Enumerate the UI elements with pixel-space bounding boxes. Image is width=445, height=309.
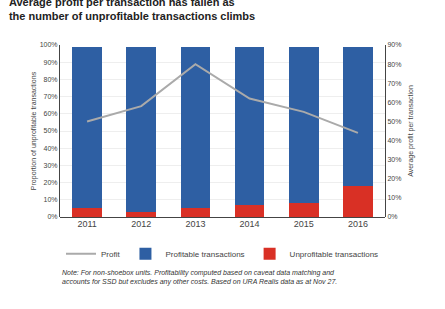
svg-text:Unprofitable transactions: Unprofitable transactions [290,250,379,259]
svg-text:100%: 100% [40,41,58,48]
svg-text:60%: 60% [44,110,58,117]
svg-text:2012: 2012 [131,219,151,229]
svg-text:2016: 2016 [348,219,368,229]
svg-text:2013: 2013 [185,219,205,229]
svg-text:Profit: Profit [101,250,120,259]
svg-text:Profitable transactions: Profitable transactions [165,250,244,259]
svg-text:Proportion of unprofitable tra: Proportion of unprofitable transactions [30,71,38,190]
svg-text:80%: 80% [387,61,401,68]
svg-text:Average profit per transaction: Average profit per transaction has falle… [9,0,255,22]
svg-text:70%: 70% [387,80,401,87]
svg-text:Note: For non-shoebox units. P: Note: For non-shoebox units. Profitabili… [62,269,337,286]
svg-text:50%: 50% [387,118,401,125]
svg-text:10%: 10% [387,194,401,201]
svg-text:Average profit per transaction: Average profit per transaction [407,85,415,177]
svg-text:2015: 2015 [294,219,314,229]
svg-text:20%: 20% [387,175,401,182]
svg-text:90%: 90% [44,59,58,66]
svg-text:60%: 60% [387,99,401,106]
svg-text:2014: 2014 [240,219,260,229]
svg-text:80%: 80% [44,76,58,83]
svg-text:30%: 30% [44,162,58,169]
svg-text:40%: 40% [387,137,401,144]
svg-text:2011: 2011 [77,219,96,229]
svg-text:40%: 40% [44,145,58,152]
svg-text:30%: 30% [387,156,401,163]
svg-text:90%: 90% [387,41,401,48]
svg-text:70%: 70% [44,93,58,100]
svg-text:10%: 10% [44,196,58,203]
svg-text:20%: 20% [44,179,58,186]
svg-text:0%: 0% [47,213,57,220]
svg-text:50%: 50% [44,127,58,134]
svg-text:0%: 0% [387,213,397,220]
